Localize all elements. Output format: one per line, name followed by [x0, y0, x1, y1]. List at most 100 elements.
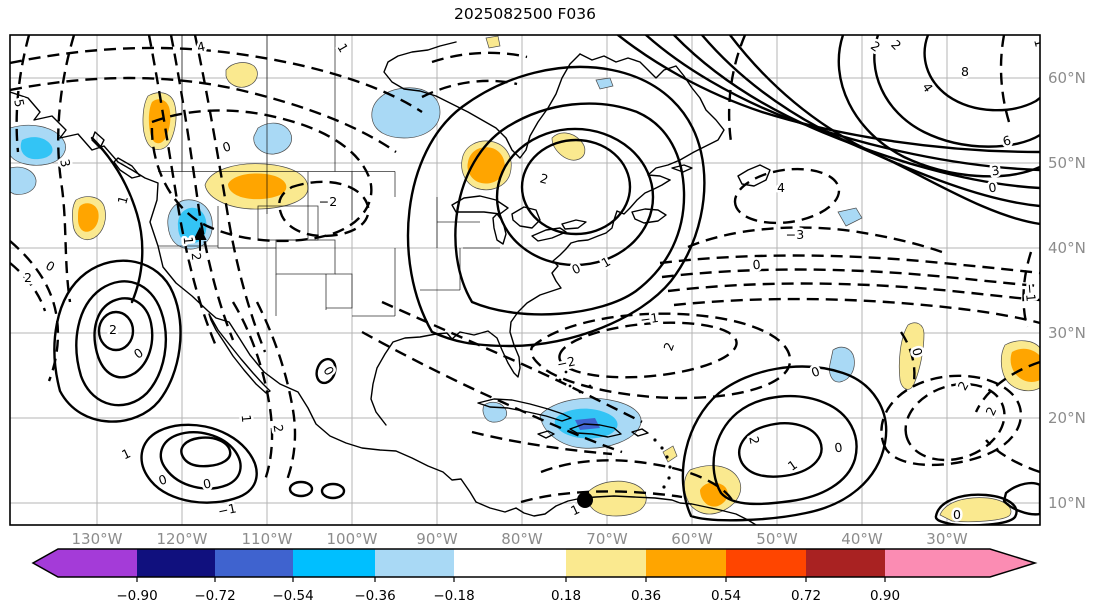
y-tick-label: 30°N [1048, 324, 1086, 342]
contour-label: 1 [334, 41, 351, 55]
map-frame [9, 34, 1041, 526]
x-tick-label: 70°W [586, 530, 628, 548]
contour-label: 0 [131, 345, 146, 362]
colorbar-tick-label: −0.54 [272, 588, 313, 604]
contour-label: 2 [270, 423, 286, 433]
contour-label: 2 [189, 252, 205, 261]
colorbar-segment [726, 549, 806, 577]
colorbar-segment [566, 549, 646, 577]
contour-label: 0 [569, 260, 583, 277]
contour-label: 1 [119, 445, 133, 462]
contour-label: 2 [955, 379, 972, 393]
contour-label: 4 [919, 80, 936, 95]
patch-yellow-quebec [551, 132, 586, 161]
patch-orange-montana-core [228, 173, 287, 200]
contour-label: 0 [987, 180, 997, 196]
colorbar-segment [215, 549, 293, 577]
patch-blue-hudson-east [595, 77, 614, 90]
y-tick-label: 20°N [1048, 409, 1086, 427]
lake-erie [531, 227, 567, 242]
contour-label: 8 [961, 64, 969, 79]
colorbar-segment [293, 549, 375, 577]
colorbar: −0.90 −0.72 −0.54 −0.36 −0.18 0.18 0.36 0.54 0.7… [31, 548, 1038, 604]
storm-dot-marker [577, 492, 593, 508]
contour-label: 0 [833, 440, 843, 456]
x-tick-label: 50°W [756, 530, 798, 548]
contour-label: 2 [888, 37, 904, 53]
coast-vancouver-island [113, 157, 141, 179]
contour-label: 2 [746, 435, 762, 445]
up-arrow-marker [193, 226, 207, 252]
contour-label: 2 [109, 322, 117, 337]
colorbar-tick-label: −0.18 [433, 588, 474, 604]
coast-puertorico [631, 428, 649, 437]
colorbar-tick-label: 0.90 [870, 588, 900, 604]
y-tick-label: 60°N [1048, 69, 1086, 87]
colorbar-segment [646, 549, 726, 577]
contour-label: 0 [752, 257, 761, 273]
x-tick-label: 80°W [501, 530, 543, 548]
state-borders [158, 35, 500, 317]
colorbar-segment [58, 549, 137, 577]
contour-label: 0 [43, 258, 57, 275]
patch-blue-hudson [371, 87, 441, 139]
contour-label: 2 [868, 38, 883, 55]
y-tick-label: 10°N [1048, 494, 1086, 512]
x-tick-label: 130°W [72, 530, 123, 548]
markers [193, 226, 593, 508]
patch-orange-coast-core [78, 203, 99, 232]
contour-label: 2 [538, 170, 550, 187]
coast-jamaica [537, 430, 555, 439]
patch-blue-bc [253, 122, 292, 155]
y-axis-labels: 60°N 50°N 40°N 30°N 20°N 10°N [1048, 69, 1086, 512]
colorbar-tick-label: 0.54 [711, 588, 741, 604]
contour-label: −1 [216, 500, 237, 519]
patch-yellow-storm [586, 480, 647, 517]
contour-label: 2 [660, 340, 677, 353]
contour-label: 0 [221, 138, 233, 155]
contour-label: 1 [114, 194, 131, 206]
x-tick-label: 90°W [416, 530, 458, 548]
patch-orange-antilles-core [700, 482, 728, 507]
colorbar-tick-label: 0.18 [551, 588, 581, 604]
contour-label: 1 [785, 457, 800, 474]
colorbar-segment [806, 549, 885, 577]
contour-label: 0 [202, 475, 213, 491]
contour-label: 4 [196, 38, 207, 54]
x-axis-labels: 130°W 120°W 110°W 100°W 90°W 80°W 70°W 60°W 50°W… [72, 530, 968, 548]
contour-label: 3 [990, 163, 1000, 179]
coast-hispaniola [569, 423, 622, 438]
x-tick-label: 110°W [242, 530, 293, 548]
colorbar-outline [31, 548, 1038, 578]
patch-yellow-nwt [225, 62, 258, 88]
coast-cuba [477, 398, 572, 422]
coast-gulf-atlantic [370, 179, 671, 426]
x-tick-label: 40°W [841, 530, 883, 548]
colorbar-tick-label: −0.90 [116, 588, 157, 604]
contour-label: 1 [181, 236, 197, 245]
x-tick-label: 100°W [327, 530, 378, 548]
contour-label: −1 [1022, 283, 1039, 303]
y-tick-label: 40°N [1048, 239, 1086, 257]
contour-label: −2 [555, 353, 576, 372]
x-tick-label: 120°W [157, 530, 208, 548]
contour-label: −2 [319, 194, 337, 209]
coast-baja [208, 313, 271, 394]
patch-yellow-top [485, 35, 501, 49]
y-tick-label: 50°N [1048, 154, 1086, 172]
contour-label: 0 [953, 507, 961, 522]
patch-orange-east-edge-core [1010, 348, 1040, 382]
patch-blue-alaska2 [10, 166, 37, 195]
coast-novascotia [631, 208, 667, 224]
colorbar-tick-label: −0.72 [194, 588, 235, 604]
contour-label: 5 [11, 98, 27, 109]
colorbar-tick-label: 0.36 [631, 588, 661, 604]
lake-ontario [561, 219, 587, 230]
colorbar-segment [375, 549, 454, 577]
colorbar-segment [885, 549, 990, 577]
colorbar-left-arrow [33, 549, 58, 577]
coast-pacific-mexico [10, 91, 757, 525]
contours-solid [53, 35, 1040, 525]
